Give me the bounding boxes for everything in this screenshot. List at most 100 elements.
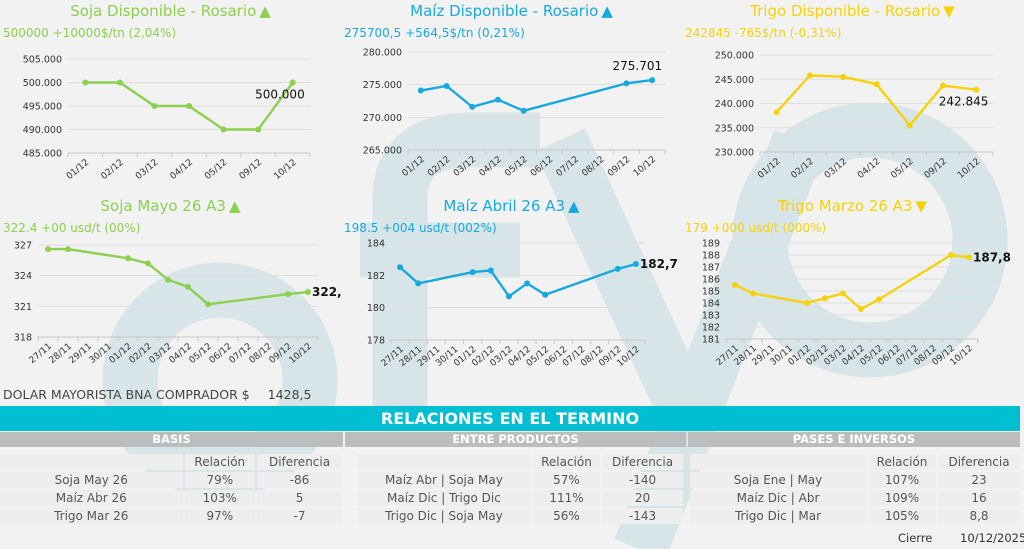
row-label: [0, 454, 183, 470]
data-point[interactable]: [773, 109, 780, 116]
arrow-up-icon: ▲: [568, 197, 580, 215]
data-point[interactable]: [145, 260, 151, 267]
data-point[interactable]: [649, 77, 656, 84]
y-tick-label: 178: [367, 336, 385, 347]
data-point[interactable]: [542, 291, 549, 298]
arrow-down-icon: ▼: [915, 197, 928, 215]
row-label: Trigo Mar 26: [0, 508, 183, 524]
line-chart: 265.000 270.000 275.000 280.000 01/12 02/12 03…: [363, 48, 666, 179]
data-point[interactable]: [524, 280, 531, 287]
relacion-cell: 111%: [532, 490, 601, 506]
data-point[interactable]: [125, 255, 131, 262]
y-tick-label: 185: [702, 287, 720, 298]
x-tick-label: 01/12: [756, 157, 782, 181]
data-point[interactable]: [966, 254, 972, 261]
y-tick-label: 188: [702, 251, 720, 262]
table-row: Soja May 26 79% -86: [0, 472, 342, 488]
table-basis: Relación Diferencia Soja May 26 79% -86 Maíz …: [0, 452, 344, 526]
data-point[interactable]: [858, 306, 864, 312]
data-point[interactable]: [632, 261, 639, 268]
data-point[interactable]: [151, 103, 158, 109]
table-entre-productos: Relación Diferencia Maíz Abr | Soja May 57%…: [355, 452, 685, 526]
y-tick-label: 183: [702, 311, 720, 322]
row-label: Soja May 26: [0, 472, 183, 488]
data-point[interactable]: [840, 73, 847, 80]
data-point[interactable]: [822, 295, 828, 302]
y-tick-label: 500.000: [23, 78, 62, 89]
data-point[interactable]: [876, 296, 882, 303]
table-row: Trigo Dic | Soja May 56% -143: [357, 508, 683, 524]
chart-subtitle: 179 +000 usd/t (000%): [685, 221, 827, 235]
diferencia-cell: -86: [257, 472, 342, 488]
data-label: 275.701: [613, 59, 663, 73]
data-point[interactable]: [623, 80, 630, 87]
data-point[interactable]: [732, 282, 738, 288]
data-point[interactable]: [806, 72, 813, 79]
data-point[interactable]: [750, 290, 756, 297]
data-point[interactable]: [165, 276, 171, 283]
row-label: Maíz Abr | Soja May: [357, 472, 531, 488]
chart-panel: Maíz Abril 26 A3 ▲ 198.5 +004 usd/t (002%)…: [341, 195, 682, 385]
data-point[interactable]: [205, 301, 211, 308]
y-tick-label: 180: [367, 303, 385, 314]
data-point[interactable]: [906, 122, 913, 129]
table-row: Maíz Abr 26 103% 5: [0, 490, 342, 506]
x-tick-label: 05/12: [203, 158, 229, 182]
data-point[interactable]: [305, 289, 311, 296]
data-point[interactable]: [65, 246, 71, 253]
x-tick-label: 10/12: [632, 155, 658, 179]
relacion-cell: Relación: [868, 454, 937, 470]
data-label: 500.000: [255, 88, 305, 102]
data-point[interactable]: [520, 107, 527, 114]
y-tick-label: 181: [702, 335, 720, 346]
chart-subtitle: 242845 -765$/tn (-0,31%): [685, 26, 842, 40]
chart-title: Trigo Disponible - Rosario ▼: [682, 2, 1023, 20]
data-point[interactable]: [948, 252, 954, 258]
x-tick-label: 04/12: [478, 155, 504, 179]
data-point[interactable]: [443, 82, 450, 89]
chart-subtitle: 275700,5 +564,5$/tn (0,21%): [344, 26, 525, 40]
table-row: Maíz Abr | Soja May 57% -140: [357, 472, 683, 488]
arrow-up-icon: ▲: [601, 2, 613, 20]
y-tick-label: 505.000: [23, 55, 62, 66]
series-line: [734, 253, 970, 311]
data-point[interactable]: [186, 103, 192, 109]
data-point[interactable]: [220, 126, 227, 133]
y-tick-label: 327: [14, 241, 32, 252]
diferencia-cell: 8,8: [938, 508, 1020, 524]
chart-title-text: Trigo Marzo 26 A3: [777, 197, 913, 215]
data-point[interactable]: [873, 81, 880, 88]
data-point[interactable]: [45, 246, 51, 253]
y-tick-label: 189: [702, 239, 720, 250]
y-tick-label: 270.000: [363, 113, 402, 124]
data-point[interactable]: [940, 82, 947, 89]
dolar-mayorista: DOLAR MAYORISTA BNA COMPRADOR $ 1428,5: [3, 387, 325, 402]
data-point[interactable]: [255, 126, 262, 133]
data-point[interactable]: [185, 283, 191, 290]
data-point[interactable]: [469, 269, 476, 276]
chart-title-text: Soja Disponible - Rosario: [70, 2, 257, 20]
data-point[interactable]: [487, 267, 494, 274]
data-point[interactable]: [494, 96, 501, 103]
data-point[interactable]: [116, 79, 123, 86]
data-point[interactable]: [840, 290, 846, 297]
data-point[interactable]: [82, 79, 89, 86]
data-point[interactable]: [417, 87, 424, 94]
series-line: [399, 262, 637, 298]
data-point[interactable]: [289, 79, 296, 86]
chart-panel: Soja Disponible - Rosario ▲ 500000 +10000$…: [0, 0, 341, 190]
x-tick-label: 09/12: [923, 157, 949, 181]
data-point[interactable]: [505, 293, 512, 300]
data-point[interactable]: [804, 300, 810, 306]
data-point[interactable]: [614, 265, 621, 272]
x-tick-label: 05/12: [889, 157, 915, 181]
chart-subtitle: 500000 +10000$/tn (2,04%): [3, 26, 177, 40]
data-point[interactable]: [973, 86, 980, 93]
y-tick-label: 186: [702, 275, 720, 286]
data-point[interactable]: [397, 264, 404, 271]
data-point[interactable]: [415, 280, 422, 287]
data-point[interactable]: [285, 291, 291, 298]
y-tick-label: 187: [702, 263, 720, 274]
y-tick-label: 245.000: [715, 75, 754, 86]
data-point[interactable]: [469, 103, 476, 110]
